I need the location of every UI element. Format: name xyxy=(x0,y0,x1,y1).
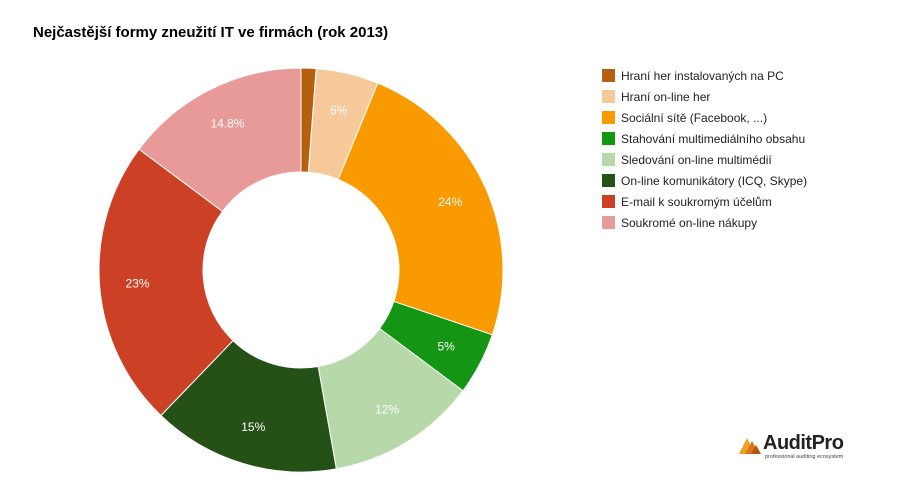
legend-swatch xyxy=(602,111,615,124)
slice-6 xyxy=(160,339,337,473)
data-label-2: 5% xyxy=(330,103,348,117)
legend-swatch xyxy=(602,153,615,166)
logo-mark-icon xyxy=(739,438,761,454)
data-labels-group: 5% 24% 5% 12% 15% 23% 14.8% xyxy=(126,103,463,433)
legend-label: Soukromé on-line nákupy xyxy=(621,215,758,230)
data-label-4: 5% xyxy=(438,339,456,353)
data-label-7: 23% xyxy=(126,276,150,290)
legend-swatch xyxy=(602,195,615,208)
legend-label: Stahování multimediálního obsahu xyxy=(621,131,806,146)
legend-label: Sledování on-line multimédií xyxy=(621,152,772,167)
data-label-5: 12% xyxy=(375,403,399,417)
legend-item: On-line komunikátory (ICQ, Skype) xyxy=(602,170,807,191)
data-label-3: 24% xyxy=(438,195,462,209)
legend-item: Sledování on-line multimédií xyxy=(602,149,807,170)
legend-item: Hraní on-line her xyxy=(602,86,807,107)
auditpro-logo: AuditPro professional auditing ecosystem xyxy=(737,432,857,466)
legend-swatch xyxy=(602,69,615,82)
legend-label: Sociální sítě (Facebook, ...) xyxy=(621,110,768,125)
legend-item: E-mail k soukromým účelům xyxy=(602,191,807,212)
legend-label: Hraní on-line her xyxy=(621,89,711,104)
data-label-8: 14.8% xyxy=(210,116,244,130)
legend-label: Hraní her instalovaných na PC xyxy=(621,68,784,83)
logo-wordmark: AuditPro xyxy=(763,432,844,454)
legend-swatch xyxy=(602,174,615,187)
logo-tagline: professional auditing ecosystem xyxy=(765,454,844,460)
legend-swatch xyxy=(602,90,615,103)
legend-label: On-line komunikátory (ICQ, Skype) xyxy=(621,173,808,188)
legend: Hraní her instalovaných na PC Hraní on-li… xyxy=(602,65,807,233)
legend-label: E-mail k soukromým účelům xyxy=(621,194,772,209)
slice-8 xyxy=(138,67,302,213)
donut-chart: 5% 24% 5% 12% 15% 23% 14.8% xyxy=(98,67,504,473)
legend-item: Soukromé on-line nákupy xyxy=(602,212,807,233)
chart-title: Nejčastější formy zneužití IT ve firmách… xyxy=(33,24,389,41)
legend-item: Sociální sítě (Facebook, ...) xyxy=(602,107,807,128)
slice-7 xyxy=(98,148,234,417)
legend-swatch xyxy=(602,216,615,229)
legend-item: Stahování multimediálního obsahu xyxy=(602,128,807,149)
data-label-6: 15% xyxy=(241,420,265,434)
legend-item: Hraní her instalovaných na PC xyxy=(602,65,807,86)
slices-group xyxy=(98,67,504,473)
legend-swatch xyxy=(602,132,615,145)
slice-3 xyxy=(337,82,504,336)
